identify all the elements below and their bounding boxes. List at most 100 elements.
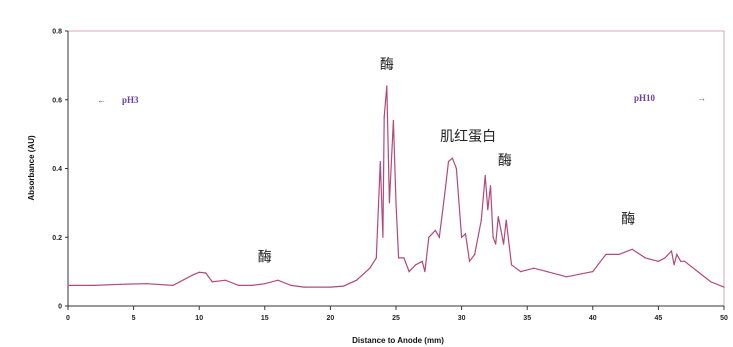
data-point bbox=[224, 279, 227, 281]
data-point bbox=[146, 283, 148, 285]
data-point bbox=[277, 279, 279, 281]
data-point bbox=[211, 281, 213, 283]
data-point bbox=[198, 271, 200, 273]
y-tick-label: 0 bbox=[58, 304, 62, 311]
data-point bbox=[684, 260, 686, 262]
y-tick-label: 0.2 bbox=[52, 235, 62, 242]
data-point bbox=[461, 236, 463, 238]
x-tick-label: 40 bbox=[589, 315, 597, 322]
data-point bbox=[680, 260, 682, 262]
x-tick-label: 0 bbox=[66, 315, 70, 322]
ph-right-label: pH10 bbox=[634, 93, 656, 103]
data-points bbox=[67, 85, 725, 288]
data-point bbox=[502, 243, 505, 245]
data-point bbox=[664, 257, 666, 259]
ph-left-label: pH3 bbox=[122, 95, 139, 105]
data-point bbox=[631, 248, 633, 250]
y-axis-label: Absorbance (AU) bbox=[27, 135, 36, 201]
data-point bbox=[119, 283, 122, 285]
data-point bbox=[510, 264, 513, 266]
data-point bbox=[264, 283, 266, 285]
absorbance-line bbox=[68, 85, 725, 288]
data-point bbox=[592, 271, 594, 273]
data-point bbox=[192, 274, 194, 276]
x-tick-label: 50 bbox=[720, 315, 728, 322]
data-point bbox=[497, 216, 499, 218]
x-axis-label: Distance to Anode (mm) bbox=[352, 336, 444, 345]
data-point bbox=[455, 167, 457, 170]
data-point bbox=[468, 260, 471, 262]
data-point bbox=[205, 272, 207, 274]
data-point bbox=[421, 260, 423, 262]
data-point bbox=[533, 267, 535, 269]
plot-frame bbox=[67, 30, 725, 307]
data-point bbox=[723, 286, 725, 288]
data-point bbox=[443, 195, 446, 197]
data-point bbox=[451, 157, 454, 159]
data-point bbox=[383, 116, 385, 118]
ph-left-arrow: ← bbox=[97, 95, 106, 105]
data-point bbox=[673, 264, 675, 266]
data-point bbox=[489, 185, 492, 187]
y-tick-label: 0.8 bbox=[52, 29, 62, 36]
y-ticks: 0 0.2 0.4 0.6 0.8 bbox=[52, 29, 68, 311]
data-point bbox=[697, 271, 699, 273]
x-tick-label: 20 bbox=[327, 315, 335, 322]
ph-right-arrow: → bbox=[697, 93, 706, 103]
data-point bbox=[329, 286, 331, 288]
data-point bbox=[382, 236, 384, 238]
x-tick-label: 45 bbox=[655, 315, 663, 322]
data-point bbox=[415, 264, 417, 266]
data-point bbox=[356, 279, 358, 281]
data-point bbox=[369, 267, 371, 269]
data-point bbox=[618, 253, 620, 256]
y-tick-label: 0.4 bbox=[52, 166, 62, 173]
data-point bbox=[670, 250, 673, 252]
data-point bbox=[395, 202, 397, 204]
data-point bbox=[428, 236, 430, 238]
data-point bbox=[480, 219, 482, 221]
data-point bbox=[484, 174, 486, 176]
data-point bbox=[342, 285, 345, 287]
peak-annotation: 酶 bbox=[258, 249, 272, 265]
data-point bbox=[379, 161, 381, 163]
data-point bbox=[386, 85, 388, 87]
peak-annotation: 酶 bbox=[498, 153, 512, 169]
data-point bbox=[67, 284, 69, 286]
data-point bbox=[93, 284, 95, 286]
x-tick-label: 10 bbox=[195, 315, 203, 322]
data-point bbox=[605, 253, 607, 256]
data-point bbox=[403, 257, 405, 259]
data-point bbox=[644, 257, 646, 259]
x-tick-label: 15 bbox=[261, 315, 269, 322]
data-point bbox=[237, 284, 240, 286]
data-point bbox=[447, 161, 450, 163]
data-point bbox=[398, 257, 400, 259]
peak-annotation: 肌红蛋白 bbox=[440, 129, 496, 145]
data-point bbox=[546, 271, 548, 273]
data-point bbox=[251, 284, 253, 286]
data-point bbox=[495, 243, 497, 245]
data-point bbox=[676, 253, 678, 256]
x-tick-label: 25 bbox=[392, 315, 400, 322]
data-point bbox=[474, 253, 476, 256]
data-point bbox=[492, 236, 494, 238]
data-point bbox=[565, 276, 568, 278]
peak-annotation: 酶 bbox=[380, 57, 394, 73]
peak-annotation: 酶 bbox=[621, 212, 635, 228]
x-tick-label: 30 bbox=[458, 315, 466, 322]
y-tick-label: 0.6 bbox=[52, 97, 62, 104]
x-ticks: 0 5 10 15 20 25 30 35 40 45 50 bbox=[66, 306, 728, 322]
data-point bbox=[172, 284, 174, 286]
data-point bbox=[408, 271, 410, 273]
data-point bbox=[392, 119, 394, 121]
data-point bbox=[388, 202, 391, 204]
data-point bbox=[520, 271, 522, 273]
data-point bbox=[500, 229, 502, 231]
data-point bbox=[464, 233, 467, 235]
data-point bbox=[434, 229, 436, 231]
x-tick-label: 35 bbox=[523, 315, 531, 322]
data-point bbox=[375, 257, 377, 259]
data-point bbox=[303, 286, 305, 288]
